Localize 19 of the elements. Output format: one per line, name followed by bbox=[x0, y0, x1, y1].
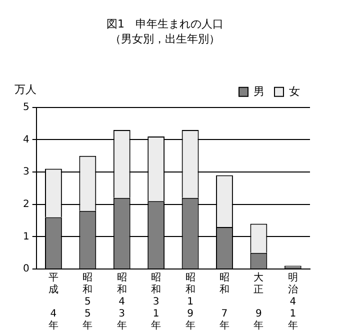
category-label: 昭和7年 bbox=[219, 272, 230, 332]
y-axis-title: 万人 bbox=[14, 82, 36, 96]
category-label: 大正9年 bbox=[254, 272, 264, 332]
category-label: 平成4年 bbox=[48, 272, 58, 332]
y-tick-label: 1 bbox=[22, 231, 30, 242]
x-tick-label: 昭和55年 bbox=[82, 272, 93, 332]
legend-label: 女 bbox=[289, 84, 300, 98]
x-tick-label: 昭和31年 bbox=[151, 272, 162, 332]
x-tick-label: 明治41年 bbox=[288, 272, 298, 332]
chart-subtitle: （男女別，出生年別） bbox=[110, 32, 220, 46]
y-tick-label: 4 bbox=[22, 134, 30, 146]
x-tick-label: 昭和19年 bbox=[185, 272, 196, 332]
chart-title: 図1 申年生まれの人口 bbox=[106, 17, 224, 30]
y-tick-label: 0 bbox=[22, 264, 30, 275]
y-tick-label: 5 bbox=[22, 102, 30, 113]
y-tick-label: 2 bbox=[22, 198, 30, 210]
y-tick-label: 3 bbox=[22, 166, 30, 178]
legend-label: 男 bbox=[254, 84, 264, 98]
x-tick-label: 昭和43年 bbox=[116, 272, 127, 332]
